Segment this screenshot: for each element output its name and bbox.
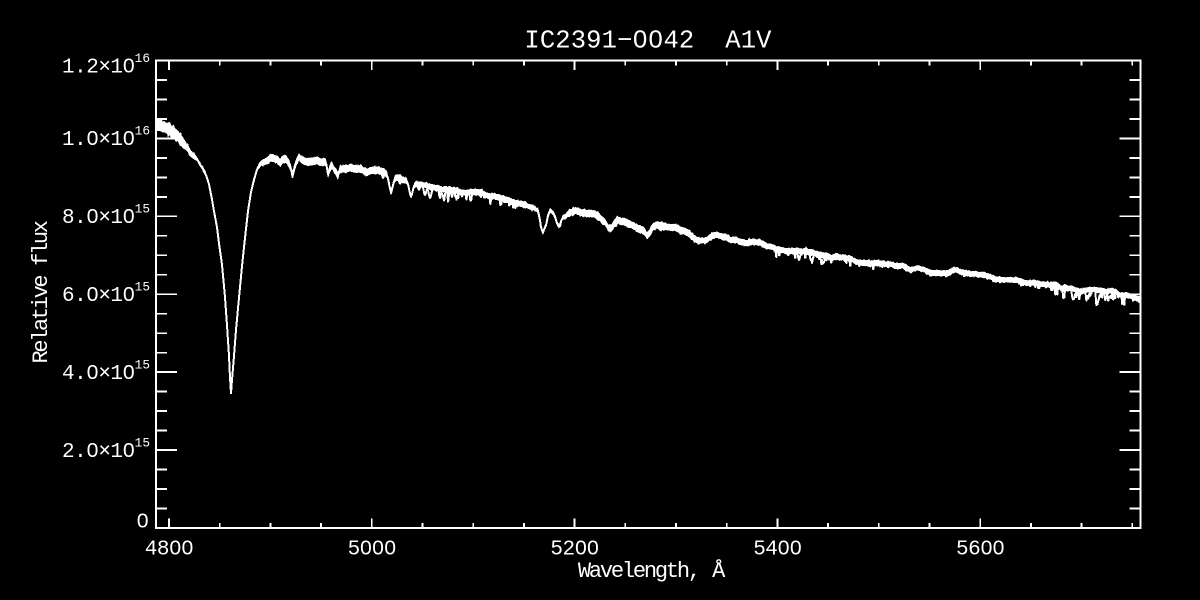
svg-text:5000: 5000: [348, 539, 396, 562]
svg-text:5600: 5600: [956, 539, 1004, 562]
svg-text:IC2391−0042 A1V: IC2391−0042 A1V: [524, 27, 772, 56]
svg-text:Wavelength, Å: Wavelength, Å: [578, 558, 726, 584]
svg-text:5400: 5400: [753, 539, 801, 562]
svg-text:5200: 5200: [550, 539, 598, 562]
svg-text:Relative flux: Relative flux: [29, 220, 54, 363]
svg-text:4800: 4800: [145, 539, 193, 562]
